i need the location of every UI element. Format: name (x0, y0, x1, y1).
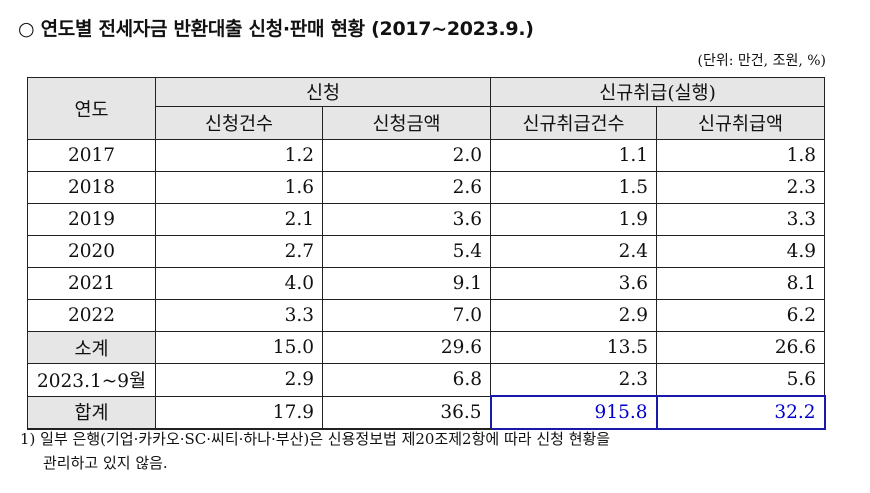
cell-value: 2.3 (656, 171, 826, 204)
header-year: 연도 (27, 77, 156, 140)
header-group-new: 신규취급(실행) (490, 77, 826, 107)
header-apply-amount: 신청금액 (321, 106, 492, 140)
cell-value: 2.6 (321, 171, 492, 204)
cell-value: 9.1 (321, 267, 492, 300)
cell-value: 26.6 (656, 331, 826, 364)
cell-value: 5.6 (656, 363, 826, 397)
cell-value: 6.2 (656, 299, 826, 332)
cell-value: 2.7 (155, 235, 323, 268)
row-year: 합계 (27, 395, 156, 430)
footnote-line-2: 관리하고 있지 않음. (43, 454, 168, 472)
table-row: 2018 1.6 2.6 1.5 2.3 (27, 171, 826, 204)
row-year: 2017 (27, 139, 156, 172)
cell-value: 2.4 (490, 235, 658, 268)
cell-value: 15.0 (155, 331, 323, 364)
table-row: 2017 1.2 2.0 1.1 1.8 (27, 139, 826, 172)
row-year: 2023.1~9월 (27, 363, 156, 397)
row-year: 2022 (27, 299, 156, 332)
row-year: 2020 (27, 235, 156, 268)
table-row: 2021 4.0 9.1 3.6 8.1 (27, 267, 826, 300)
cell-value: 4.0 (155, 267, 323, 300)
table-row: 2020 2.7 5.4 2.4 4.9 (27, 235, 826, 268)
row-year: 소계 (27, 331, 156, 364)
cell-value: 5.4 (321, 235, 492, 268)
cell-value: 17.9 (155, 395, 323, 430)
cell-value: 3.6 (321, 203, 492, 236)
table-row: 2022 3.3 7.0 2.9 6.2 (27, 299, 826, 332)
row-year: 2019 (27, 203, 156, 236)
cell-value: 1.6 (155, 171, 323, 204)
cell-value: 3.3 (155, 299, 323, 332)
cell-value: 3.3 (656, 203, 826, 236)
row-year: 2021 (27, 267, 156, 300)
cell-value: 3.6 (490, 267, 658, 300)
table-row: 2023.1~9월 2.9 6.8 2.3 5.6 (27, 363, 826, 397)
header-new-count: 신규취급건수 (490, 106, 658, 140)
cell-value: 4.9 (656, 235, 826, 268)
cell-value: 2.1 (155, 203, 323, 236)
cell-value: 2.3 (490, 363, 658, 397)
page-title: ○ 연도별 전세자금 반환대출 신청·판매 현황 (2017~2023.9.) (18, 18, 534, 40)
row-year: 2018 (27, 171, 156, 204)
data-table: 연도 신청 신규취급(실행) 신청건수 신청금액 신규취급건수 신규취급액 20… (27, 77, 826, 430)
header-group-apply: 신청 (154, 77, 492, 107)
header-apply-count: 신청건수 (155, 106, 323, 140)
highlighted-cell-value: 32.2 (655, 395, 826, 430)
cell-value: 2.0 (321, 139, 492, 172)
header-new-amount: 신규취급액 (656, 106, 826, 140)
footnote: 1) 일부 은행(기업·카카오·SC·씨티·하나·부산)은 신용정보법 제20조… (20, 427, 840, 475)
cell-value: 1.9 (490, 203, 658, 236)
cell-value: 13.5 (490, 331, 658, 364)
cell-value: 7.0 (321, 299, 492, 332)
total-row: 합계 17.9 36.5 915.8 32.2 (27, 395, 826, 430)
highlighted-cell-value: 915.8 (489, 395, 658, 430)
cell-value: 1.5 (490, 171, 658, 204)
cell-value: 1.8 (656, 139, 826, 172)
cell-value: 1.2 (155, 139, 323, 172)
cell-value: 2.9 (490, 299, 658, 332)
subtotal-row: 소계 15.0 29.6 13.5 26.6 (27, 331, 826, 364)
table-row: 2019 2.1 3.6 1.9 3.3 (27, 203, 826, 236)
unit-label: (단위: 만건, 조원, %) (697, 53, 826, 69)
cell-value: 29.6 (321, 331, 492, 364)
cell-value: 36.5 (321, 395, 492, 430)
cell-value: 1.1 (490, 139, 658, 172)
footnote-line-1: 1) 일부 은행(기업·카카오·SC·씨티·하나·부산)은 신용정보법 제20조… (20, 430, 611, 448)
cell-value: 2.9 (155, 363, 323, 397)
cell-value: 6.8 (321, 363, 492, 397)
cell-value: 8.1 (656, 267, 826, 300)
header-row-sub: 신청건수 신청금액 신규취급건수 신규취급액 (28, 106, 826, 140)
header-row-group: 연도 신청 신규취급(실행) (27, 77, 826, 140)
